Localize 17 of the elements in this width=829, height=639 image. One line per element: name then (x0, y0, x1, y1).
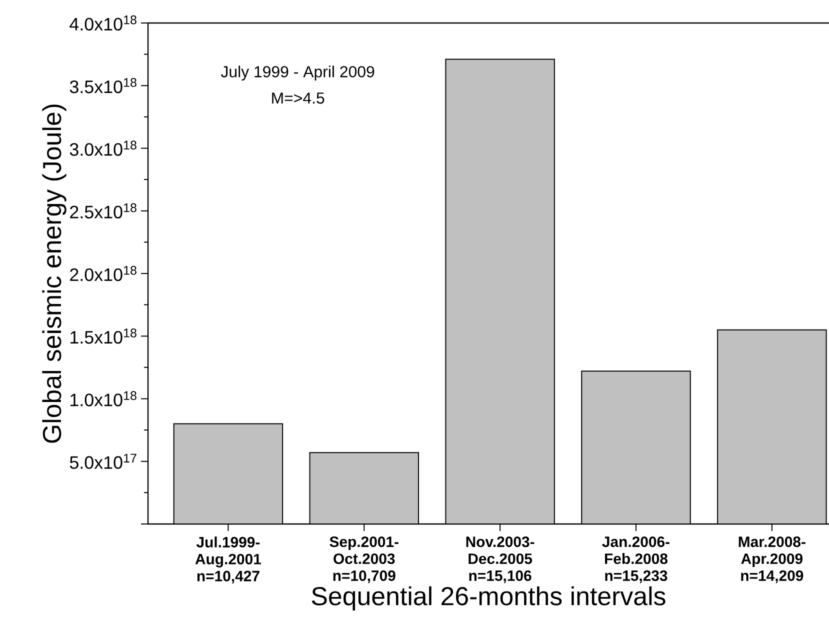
y-axis-title: Global seismic energy (Joule) (42, 104, 66, 443)
y-tick-label: 3.0x10$^{18}$ (70, 140, 136, 156)
x-tick-label: Sep.2001- Oct.2003 n=10,709 (330, 536, 398, 584)
annotation: M=>4.5 (272, 92, 324, 104)
y-tick-label: 3.5x10$^{18}$ (70, 78, 136, 94)
y-tick-label: 5.0x10$^{17}$ (70, 454, 136, 469)
y-tick-label: 4.0x10$^{18}$ (70, 15, 136, 31)
y-tick-label: 1.5x10$^{18}$ (70, 328, 136, 344)
x-tick-label: Nov.2003- Dec.2005 n=15,106 (466, 536, 534, 584)
y-tick-label: 2.5x10$^{18}$ (70, 203, 136, 218)
x-tick-label: Mar.2008- Apr.2009 n=14,209 (738, 536, 806, 584)
y-tick-label: 1.0x10$^{18}$ (70, 391, 136, 406)
x-axis-title: Sequential 26-months intervals (312, 586, 666, 611)
y-tick-label: 2.0x10$^{18}$ (70, 266, 136, 282)
x-tick-label: Jan.2006- Feb.2008 n=15,233 (602, 536, 670, 584)
annotation: July 1999 - April 2009 (220, 66, 374, 81)
x-tick-label: Jul.1999- Aug.2001 n=10,427 (195, 536, 262, 584)
